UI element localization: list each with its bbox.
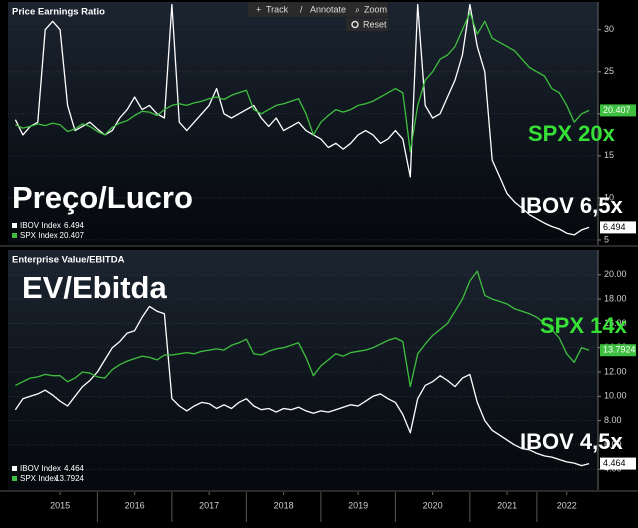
axis-area: [598, 250, 638, 490]
last-value-label: 4.464: [603, 458, 626, 468]
track-icon: +: [256, 4, 261, 14]
legend-name: IBOV Index: [20, 221, 61, 230]
y-tick-label: 30: [604, 24, 614, 34]
callout: SPX 14x: [540, 313, 628, 338]
series-line: [14, 305, 590, 467]
annotate-button[interactable]: Annotate: [310, 4, 346, 14]
x-tick-label: 2021: [497, 500, 517, 510]
x-tick-label: 2018: [274, 500, 294, 510]
panel-label: EV/Ebitda: [22, 270, 167, 305]
series-line: [15, 270, 590, 388]
legend-value: 6.494: [64, 221, 85, 230]
legend-name: SPX Index: [20, 474, 58, 483]
x-tick-label: 2019: [348, 500, 368, 510]
panel-label: Preço/Lucro: [12, 180, 193, 215]
legend-swatch: [12, 223, 17, 228]
y-tick-label: 8.00: [604, 415, 622, 425]
reset-button[interactable]: Reset: [363, 19, 387, 29]
panel-title: Enterprise Value/EBITDA: [12, 255, 125, 266]
plot-area: [8, 250, 598, 490]
series-line: [14, 3, 590, 236]
legend-name: IBOV Index: [20, 464, 61, 473]
last-value-label: 6.494: [603, 222, 626, 232]
y-tick-label: 18.00: [604, 293, 627, 303]
callout: IBOV 6,5x: [520, 193, 623, 218]
y-tick-label: 16.00: [604, 318, 627, 328]
x-tick-label: 2017: [199, 500, 219, 510]
legend-swatch: [12, 233, 17, 238]
y-tick-label: 20.00: [604, 269, 627, 279]
y-tick-label: 15: [604, 150, 614, 160]
x-tick-label: 2015: [50, 500, 70, 510]
series-line: [15, 12, 590, 153]
legend-swatch: [12, 466, 17, 471]
toolbar: + Track / Annotate ⌕ Zoom Reset: [248, 2, 388, 31]
legend-swatch: [12, 476, 17, 481]
y-tick-label: 6.00: [604, 439, 622, 449]
x-tick-label: 2016: [125, 500, 145, 510]
y-tick-label: 25: [604, 66, 614, 76]
toolbar-bar: [248, 2, 388, 17]
last-value-box: [600, 457, 636, 470]
last-value-box: [600, 221, 636, 234]
x-tick-label: 2020: [423, 500, 443, 510]
callout: SPX 20x: [528, 121, 616, 146]
legend-value: 13.7924: [55, 474, 84, 483]
axis-area: [598, 2, 638, 245]
reset-icon: [351, 20, 359, 29]
y-tick-label: 12.00: [604, 366, 627, 376]
legend-name: SPX Index: [20, 231, 58, 240]
last-value-label: 13.7924: [603, 345, 636, 355]
x-axis-area: [0, 492, 638, 528]
zoom-icon: ⌕: [355, 4, 360, 14]
annotate-icon: /: [300, 4, 303, 14]
y-tick-label: 10.00: [604, 391, 627, 401]
last-value-label: 20.407: [603, 105, 631, 115]
last-value-box: [600, 344, 636, 357]
y-tick-label: 5: [604, 234, 609, 244]
panel-title: Price Earnings Ratio: [12, 7, 105, 18]
x-tick-label: 2022: [557, 500, 577, 510]
callout: IBOV 4,5x: [520, 429, 623, 454]
track-button[interactable]: Track: [266, 4, 289, 14]
legend-value: 4.464: [64, 464, 85, 473]
zoom-button[interactable]: Zoom: [364, 4, 387, 14]
last-value-box: [600, 104, 636, 117]
y-tick-label: 10: [604, 192, 614, 202]
legend-value: 20.407: [60, 231, 85, 240]
